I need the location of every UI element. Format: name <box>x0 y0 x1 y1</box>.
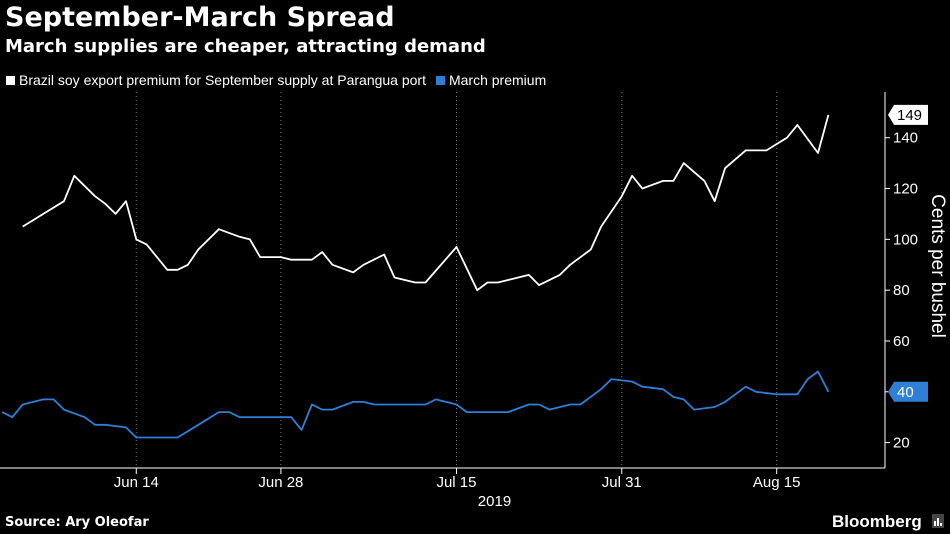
march-premium-line <box>1 370 830 439</box>
legend-swatch-march <box>435 75 445 85</box>
series-lines <box>1 114 830 439</box>
x-tick-label-0: Jun 14 <box>114 474 159 491</box>
legend-swatch-september <box>6 75 15 85</box>
end-label-march-bg <box>888 381 928 402</box>
x-tick-label-2: Jul 15 <box>436 474 476 491</box>
legend-item-september: Brazil soy export premium for September … <box>6 72 426 88</box>
bloomberg-logo: Bloomberg <box>832 512 922 531</box>
y-tick-label-2: 60 <box>893 333 910 350</box>
end-label-september-text: 149 <box>897 107 922 124</box>
x-tick-label-3: Jul 31 <box>602 474 642 491</box>
september-premium-line <box>22 114 830 292</box>
end-label-march-text: 40 <box>897 384 914 401</box>
end-label-september: 149 <box>888 104 928 125</box>
end-label-september-bg <box>888 104 928 125</box>
x-tick-label-1: Jun 28 <box>258 474 303 491</box>
chart-subtitle: March supplies are cheaper, attracting d… <box>5 36 486 57</box>
legend-label-march: March premium <box>448 72 547 88</box>
chart-title: September-March Spread <box>5 2 395 33</box>
y-axis-title: Cents per bushel <box>927 194 948 338</box>
grid-lines <box>135 92 778 468</box>
y-tick-label-6: 140 <box>893 130 918 147</box>
axis-labels: Jun 14 Jun 28 Jul 15 Jul 31 Aug 15 2019 20 40 60… <box>114 104 948 510</box>
source-note: Source: Ary Oleofar <box>5 515 149 530</box>
bar-chart-icon <box>932 514 944 528</box>
y-tick-label-0: 20 <box>893 435 910 452</box>
end-label-march: 40 <box>888 381 928 402</box>
legend-label-september: Brazil soy export premium for September … <box>19 72 426 88</box>
y-tick-label-4: 100 <box>893 231 918 248</box>
legend: Brazil soy export premium for September … <box>6 72 556 88</box>
x-year-label: 2019 <box>478 493 511 510</box>
y-tick-label-3: 80 <box>893 282 910 299</box>
x-tick-label-4: Aug 15 <box>753 474 801 491</box>
y-tick-label-5: 120 <box>893 181 918 198</box>
axes <box>0 92 890 474</box>
legend-item-march: March premium <box>435 72 547 88</box>
